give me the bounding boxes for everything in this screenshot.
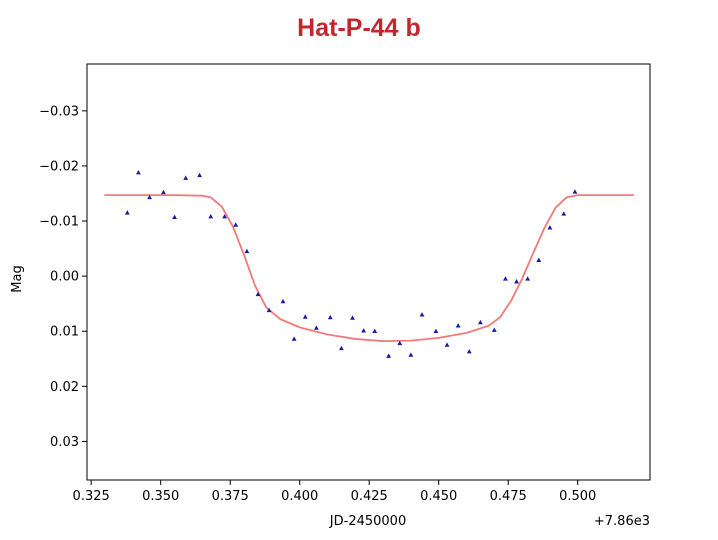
data-point: [372, 328, 378, 334]
y-axis-label: Mag: [10, 265, 25, 292]
data-point: [147, 194, 152, 200]
data-point: [536, 257, 542, 262]
plot-area-frame: [86, 63, 651, 481]
data-point: [172, 214, 177, 219]
data-point: [233, 222, 239, 227]
data-point: [408, 352, 414, 357]
data-point: [466, 349, 472, 354]
x-axis: 0.325 0.350 0.375 0.400 0.425 0.450 0.475 0.500: [73, 480, 596, 504]
data-point: [136, 169, 141, 175]
y-tick-label: −0.01: [39, 215, 79, 230]
data-point: [397, 340, 403, 346]
y-tick-label: 0.03: [50, 435, 79, 450]
x-tick-label: 0.425: [351, 489, 388, 504]
data-point: [419, 312, 425, 317]
data-point: [455, 323, 461, 328]
data-point: [478, 319, 483, 325]
data-point: [561, 211, 567, 216]
x-tick-label: 0.375: [212, 489, 249, 504]
data-point: [161, 189, 166, 195]
data-point: [291, 336, 297, 341]
x-tick-label: 0.350: [142, 489, 179, 504]
y-tick-label: 0.00: [50, 270, 79, 285]
y-tick-label: −0.02: [39, 159, 79, 174]
x-axis-offset-label: +7.86e3: [594, 514, 650, 529]
data-point: [124, 210, 130, 215]
y-axis: −0.03 −0.02 −0.01 0.00 0.01 0.02 0.03: [39, 104, 87, 450]
data-point: [280, 298, 286, 304]
data-point: [386, 353, 392, 358]
data-point: [503, 276, 508, 281]
data-point: [350, 315, 355, 320]
data-point: [183, 175, 189, 180]
data-point: [208, 214, 214, 219]
x-tick-label: 0.450: [420, 489, 457, 504]
data-point: [361, 328, 367, 333]
model-fit-line: [104, 194, 635, 343]
data-point: [327, 314, 333, 320]
data-point: [313, 325, 319, 330]
data-point: [244, 248, 250, 254]
data-point: [433, 328, 439, 334]
x-tick-label: 0.325: [73, 489, 110, 504]
data-point: [222, 214, 228, 219]
data-point: [572, 189, 578, 194]
y-tick-label: 0.01: [50, 325, 79, 340]
data-point: [491, 327, 497, 332]
data-point: [444, 342, 450, 347]
x-axis-label: JD-2450000: [329, 514, 406, 529]
data-point: [514, 279, 519, 284]
chart-title: Hat-P-44 b: [297, 14, 421, 42]
data-point: [525, 276, 531, 281]
x-tick-label: 0.475: [490, 489, 527, 504]
data-series: [104, 169, 635, 358]
data-point: [302, 314, 308, 319]
data-point: [197, 172, 202, 178]
x-tick-label: 0.400: [281, 489, 318, 504]
y-tick-label: −0.03: [39, 104, 79, 119]
x-tick-label: 0.500: [559, 489, 596, 504]
data-point: [547, 225, 553, 230]
data-point: [255, 291, 261, 297]
data-point: [338, 345, 344, 351]
y-tick-label: 0.02: [50, 380, 79, 395]
data-point: [266, 307, 272, 313]
